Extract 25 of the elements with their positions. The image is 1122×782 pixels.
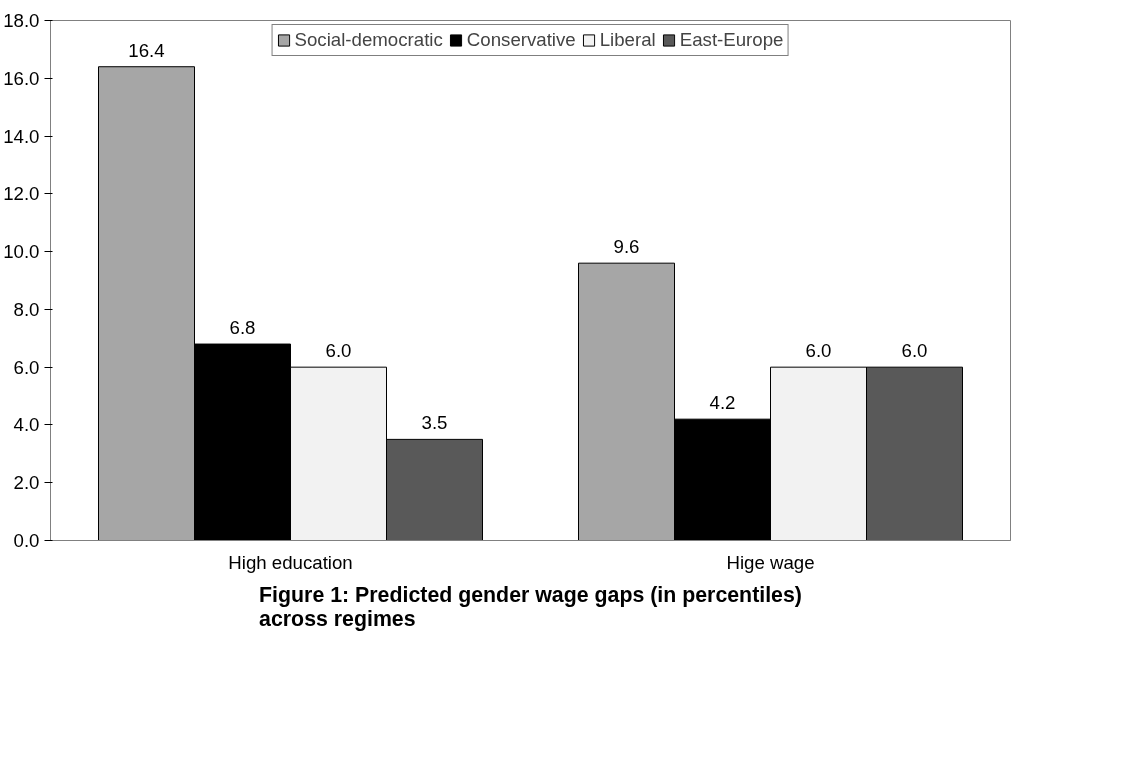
y-tick-label: 6.0: [13, 356, 40, 378]
data-label: 4.2: [709, 392, 736, 414]
data-label: 6.0: [901, 340, 928, 362]
legend-label: Liberal: [599, 29, 656, 51]
text: Figure 1: Predicted gender wage gaps (in percentiles) across regimes: [259, 582, 802, 631]
y-tick-label: 18.0: [3, 10, 40, 31]
y-tick-label: 14.0: [3, 125, 40, 147]
y-tick-label: 16.0: [3, 67, 40, 89]
legend-label: Social-democratic: [294, 29, 443, 51]
x-tick-label: High education: [228, 551, 353, 573]
data-label: 6.8: [229, 317, 256, 339]
legend-label: East-Europe: [679, 29, 784, 51]
y-tick-label: 10.0: [3, 241, 40, 263]
y-tick-label: 2.0: [13, 472, 40, 494]
data-label: 6.0: [805, 340, 832, 362]
legend-label: Conservative: [466, 29, 576, 51]
data-label: 6.0: [325, 340, 352, 362]
data-label: 9.6: [613, 236, 640, 258]
data-label: 3.5: [421, 412, 448, 434]
x-tick-label: Hige wage: [726, 551, 815, 573]
y-tick-label: 8.0: [13, 298, 40, 320]
y-tick-label: 0.0: [13, 530, 40, 551]
y-tick-label: 12.0: [3, 183, 40, 205]
y-tick-label: 4.0: [13, 414, 40, 436]
data-label: 16.4: [128, 39, 165, 61]
